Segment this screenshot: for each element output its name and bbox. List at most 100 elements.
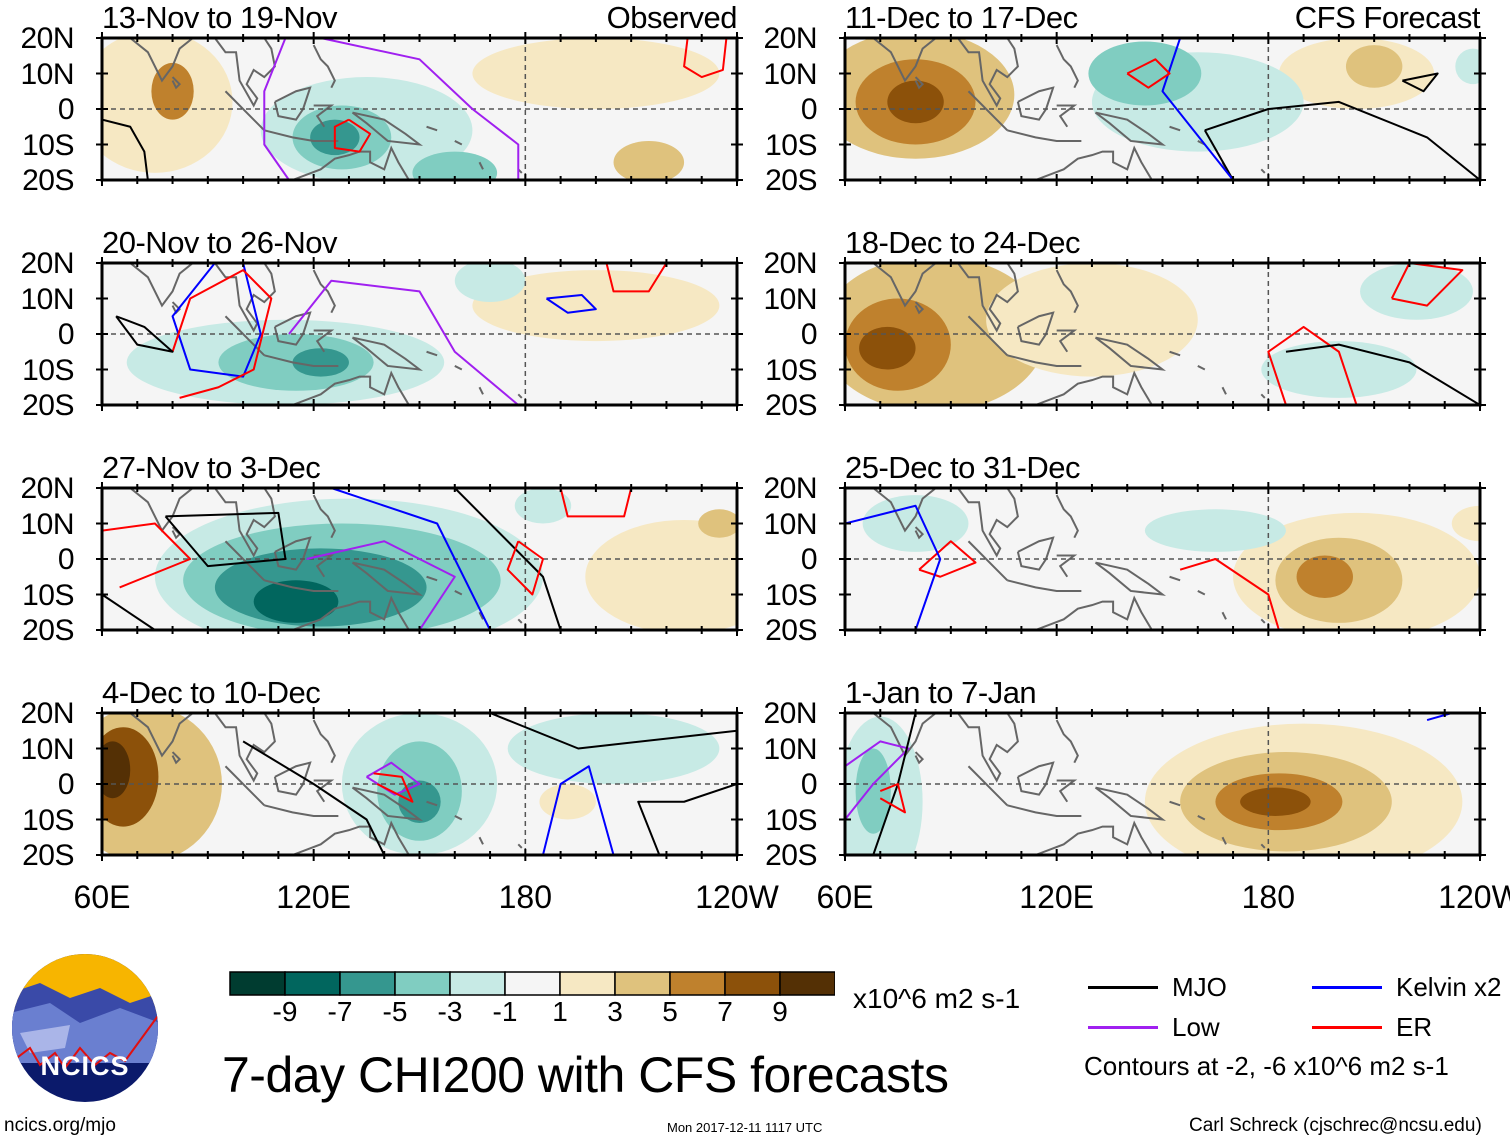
coastline (171, 751, 182, 765)
coastline (292, 595, 410, 630)
coastline (914, 76, 925, 90)
panel-period: 25-Dec to 31-Dec (845, 450, 1080, 485)
anomaly-region (585, 519, 737, 630)
anomaly-region (412, 151, 498, 180)
logo-text: NCICS (40, 1051, 130, 1081)
coastline (426, 575, 438, 582)
coastline (264, 579, 339, 592)
coastline (914, 751, 925, 765)
colorbar-swatch (229, 971, 286, 996)
coastline (454, 365, 463, 371)
contour-er (373, 772, 414, 803)
anomaly-region (1144, 509, 1286, 552)
anomaly-region (1088, 41, 1202, 106)
anomaly-region (1455, 48, 1480, 85)
contour-low (288, 279, 519, 405)
coastline (351, 786, 424, 821)
figure-title: 7-day CHI200 with CFS forecasts (222, 1047, 949, 1103)
map-panel: 1-Jan to 7-Jan 20N 10N 0 10S 20S 60E 120E 180 120… (763, 677, 1510, 913)
contour-er (683, 38, 728, 79)
map-panel: 20-Nov to 26-Nov 20N 10N 0 10S 20S (20, 227, 743, 421)
footer-url[interactable]: ncics.org/mjo (4, 1115, 116, 1136)
coastline (1056, 329, 1078, 353)
contour-kelvin (171, 263, 262, 378)
lat-tick-label: 0 (800, 543, 818, 576)
lat-tick-label: 20S (765, 839, 817, 872)
colorbar-swatch (559, 971, 616, 996)
contour-low (306, 540, 456, 630)
coastline (872, 38, 938, 83)
contour-mjo (1204, 100, 1480, 180)
coastline (292, 145, 410, 180)
anomaly-region (859, 326, 916, 370)
panel-period: 18-Dec to 24-Dec (845, 225, 1080, 260)
coastline (967, 90, 1008, 132)
anomaly-region (454, 263, 526, 303)
lat-tick-label: 20N (20, 22, 74, 55)
lat-tick-label: 10N (763, 507, 817, 541)
contour-er (1179, 558, 1280, 630)
anomaly-region (862, 495, 969, 552)
map-panel: 13-Nov to 19-Nov Observed 20N 10N 0 10S 20S (20, 2, 743, 196)
contour-mjo (102, 118, 149, 180)
coastline (1055, 494, 1079, 539)
coastline (454, 140, 463, 146)
footer-timestamp: Mon 2017-12-11 1117 UTC (667, 1120, 823, 1135)
coastline (1035, 145, 1153, 180)
lat-tick-label: 0 (57, 318, 75, 351)
colorbar-tick-label: -9 (272, 996, 298, 1027)
coastline (129, 38, 195, 83)
coastline (224, 540, 265, 582)
coastline (967, 315, 1008, 357)
lat-tick-label: 0 (800, 318, 818, 351)
anomaly-region (698, 509, 737, 538)
coastline (1007, 579, 1082, 592)
contour-er (333, 118, 372, 153)
contour-low (845, 740, 910, 821)
legend-label: Kelvin x2 (1396, 972, 1502, 1002)
coastline (264, 804, 339, 817)
anomaly-region (472, 38, 720, 109)
map-panel: 11-Dec to 17-Dec CFS Forecast 20N 10N 0 10S 20… (763, 2, 1486, 196)
coastline (478, 386, 484, 395)
colorbar-tick-label: -5 (382, 996, 408, 1027)
coastline (1169, 575, 1181, 582)
colorbar-tick-label: -7 (327, 996, 353, 1027)
coastline (1260, 168, 1266, 174)
coastline (313, 779, 335, 803)
colorbar-swatch (724, 971, 781, 996)
contour-kelvin (542, 765, 615, 855)
anomaly-region (855, 748, 891, 834)
lat-tick-label: 10N (763, 732, 817, 766)
colorbar-swatch (669, 971, 726, 996)
coastline (313, 329, 335, 353)
lat-tick-label: 10S (765, 578, 817, 612)
contour-mjo (242, 740, 386, 855)
contour-er (559, 488, 633, 518)
contour-kelvin (330, 488, 491, 630)
lat-tick-label: 20N (20, 697, 74, 730)
lon-tick-label: 120W (695, 879, 779, 915)
coastline (957, 713, 1019, 783)
coastline (1221, 611, 1227, 620)
anomaly-region (1360, 263, 1473, 320)
coastline (1197, 590, 1206, 596)
coastline (1094, 111, 1167, 146)
colorbar-tick-label: 3 (607, 996, 623, 1027)
lon-tick-label: 180 (1241, 879, 1296, 915)
lat-tick-label: 20N (763, 247, 817, 280)
lat-tick-label: 10N (20, 732, 74, 766)
lat-tick-label: 20S (22, 839, 74, 872)
coastline (1056, 104, 1078, 128)
coastline (1094, 561, 1167, 596)
coastline (171, 76, 182, 90)
legend-line-er (1312, 1026, 1382, 1029)
contour-mjo (489, 713, 737, 750)
legend-label: ER (1396, 1012, 1433, 1042)
map-panel: 4-Dec to 10-Dec 20N 10N 0 10S 20S 60E 120E 180 12… (20, 677, 778, 913)
colorbar-tick-label: -1 (492, 996, 518, 1027)
coastline (872, 488, 938, 533)
anomaly-region (986, 263, 1198, 377)
lon-tick-label: 180 (498, 879, 553, 915)
anomaly-region (507, 713, 720, 784)
